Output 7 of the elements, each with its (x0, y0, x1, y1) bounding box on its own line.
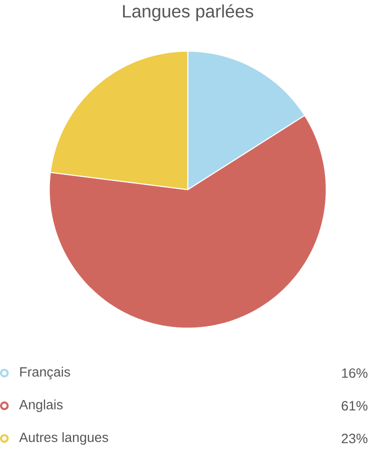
legend-label: Anglais (19, 400, 63, 412)
data-label: 16% (342, 368, 368, 378)
data-label: 61% (342, 401, 368, 411)
data-label: 23% (342, 434, 368, 444)
legend-label: Autres langues (19, 432, 108, 445)
legend-label: Français (20, 366, 70, 380)
chart-title: Langues parlées (123, 4, 254, 22)
